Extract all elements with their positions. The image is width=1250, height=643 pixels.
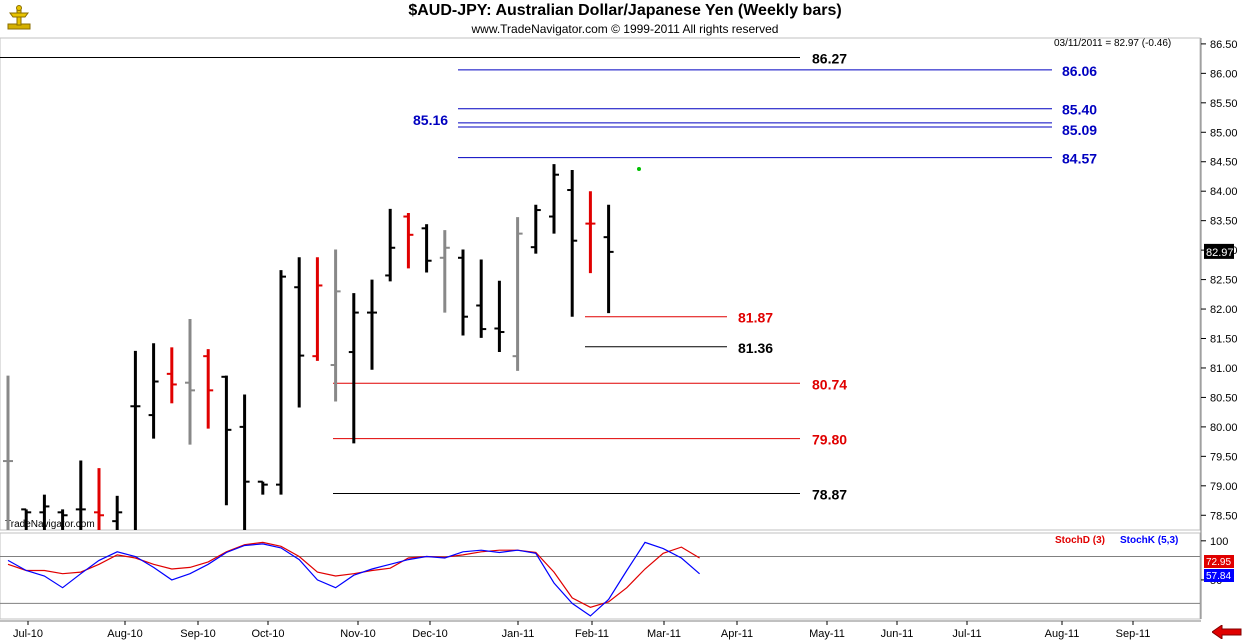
- y-tick-label: 82.50: [1210, 275, 1238, 287]
- copyright-text: www.TradeNavigator.com © 1999-2011 All r…: [471, 22, 779, 36]
- y-tick-label: 82.00: [1210, 304, 1238, 316]
- last-price-tag-bg: [1204, 243, 1234, 259]
- y-tick-label: 86.50: [1210, 39, 1238, 51]
- level-label-85.40: 85.40: [1062, 102, 1097, 118]
- x-tick-label: Dec-10: [412, 628, 447, 640]
- x-tick-label: Feb-11: [575, 628, 609, 640]
- x-tick-label: Nov-10: [340, 628, 375, 640]
- y-tick-label: 84.50: [1210, 157, 1238, 169]
- y-tick-label: 85.00: [1210, 127, 1238, 139]
- price-panel-frame: [0, 37, 1201, 531]
- x-tick-label: Aug-10: [107, 628, 142, 640]
- scroll-left-arrow-icon[interactable]: [1212, 625, 1242, 639]
- x-tick-label: Sep-11: [1116, 628, 1151, 640]
- level-label-85.09: 85.09: [1062, 122, 1097, 138]
- level-label-85.16: 85.16: [413, 112, 448, 128]
- x-tick-label: May-11: [809, 628, 845, 640]
- high-marker: [637, 167, 641, 171]
- y-tick-label: 80.50: [1210, 392, 1238, 404]
- level-label-81.36: 81.36: [738, 340, 773, 356]
- chart-title: $AUD-JPY: Australian Dollar/Japanese Yen…: [408, 2, 842, 19]
- y-tick-label: 81.50: [1210, 334, 1238, 346]
- level-label-81.87: 81.87: [738, 310, 773, 326]
- x-tick-label: Apr-11: [721, 628, 753, 640]
- x-tick-label: Sep-10: [180, 628, 215, 640]
- level-label-84.57: 84.57: [1062, 151, 1097, 167]
- watermark-text: TradeNavigator.com: [5, 519, 95, 530]
- x-tick-label: Oct-10: [251, 628, 284, 640]
- level-label-86.06: 86.06: [1062, 63, 1097, 79]
- x-tick-label: Aug-11: [1045, 628, 1080, 640]
- level-label-78.87: 78.87: [812, 486, 847, 502]
- stoch-last-tag-bg: [1204, 555, 1234, 568]
- y-tick-label: 85.50: [1210, 98, 1238, 110]
- x-tick-label: Jan-11: [502, 628, 535, 640]
- y-tick-label: 86.00: [1210, 68, 1238, 80]
- x-tick-label: Jul-10: [13, 628, 43, 640]
- stoch-legend-0: StochD (3): [1055, 535, 1105, 546]
- stoch-last-tag-bg: [1204, 569, 1234, 582]
- x-tick-label: Jul-11: [952, 628, 981, 640]
- y-tick-label: 79.00: [1210, 481, 1238, 493]
- level-label-86.27: 86.27: [812, 50, 847, 66]
- stoch-legend-1: StochK (5,3): [1120, 535, 1178, 546]
- y-tick-label: 78.50: [1210, 510, 1238, 522]
- stoch-y-tick-label: 100: [1210, 536, 1228, 548]
- y-tick-label: 81.00: [1210, 363, 1238, 375]
- y-tick-label: 80.00: [1210, 422, 1238, 434]
- stoch-panel-frame: [0, 532, 1201, 620]
- level-label-80.74: 80.74: [812, 376, 847, 392]
- y-tick-label: 79.50: [1210, 451, 1238, 463]
- y-tick-label: 83.50: [1210, 216, 1238, 228]
- stoch-last-tag: 72.95: [1206, 557, 1231, 568]
- x-tick-label: Jun-11: [881, 628, 914, 640]
- trade-navigator-logo-icon: [7, 5, 31, 30]
- stoch-series-line: [7, 541, 700, 608]
- stoch-series-line: [7, 541, 700, 617]
- y-tick-label: 84.00: [1210, 186, 1238, 198]
- last-quote-readout: 03/11/2011 = 82.97 (-0.46): [1054, 38, 1171, 49]
- last-price-tag: 82.97: [1206, 247, 1234, 259]
- stoch-last-tag: 57.84: [1206, 571, 1231, 582]
- x-tick-label: Mar-11: [647, 628, 681, 640]
- level-label-79.80: 79.80: [812, 432, 847, 448]
